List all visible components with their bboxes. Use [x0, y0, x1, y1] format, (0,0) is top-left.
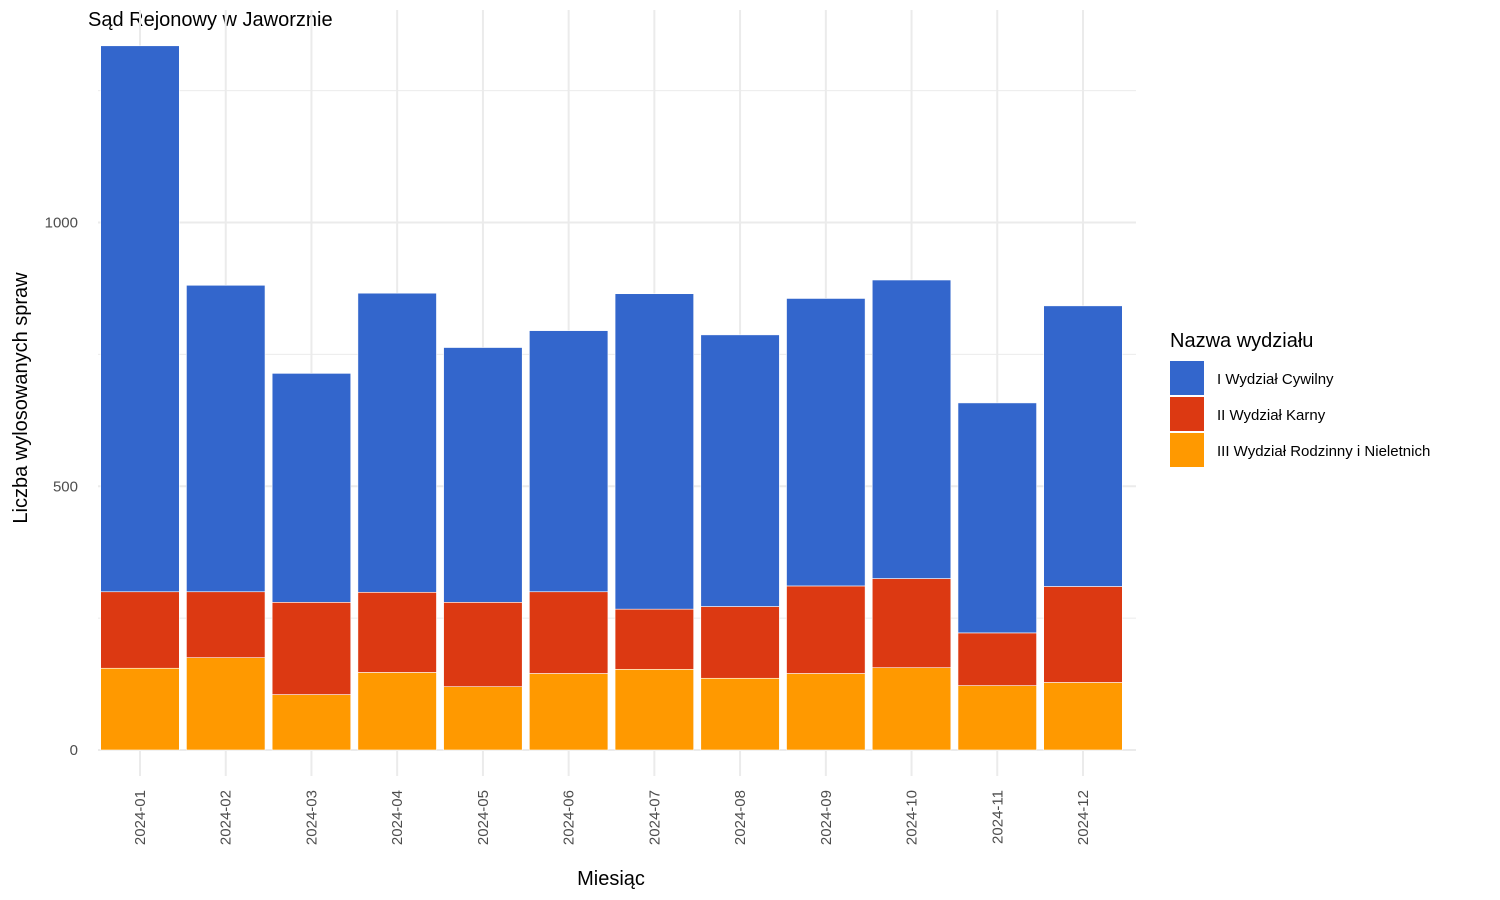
- bar-segment-2024-12-series-0: [1043, 682, 1123, 751]
- bar-segment-2024-10-series-1: [871, 578, 952, 669]
- bar-segment-2024-08-series-1: [700, 606, 780, 679]
- x-tick-label-2024-07: 2024-07: [646, 790, 663, 845]
- bar-segment-2024-08-series-2: [700, 334, 780, 607]
- bar-segment-2024-04-series-1: [357, 591, 437, 673]
- x-tick-label-2024-11: 2024-11: [989, 790, 1006, 844]
- legend-label-2: III Wydział Rodzinny i Nieletnich: [1217, 443, 1430, 460]
- bar-segment-2024-07-series-2: [614, 293, 694, 610]
- x-tick-label-2024-08: 2024-08: [732, 790, 749, 845]
- y-tick-label-500: 500: [53, 478, 78, 495]
- legend-label-1: II Wydział Karny: [1217, 407, 1326, 424]
- bar-segment-2024-05-series-0: [443, 686, 523, 751]
- bar-segment-2024-12-series-2: [1043, 305, 1123, 587]
- y-tick-label-1000: 1000: [45, 215, 78, 232]
- bar-segment-2024-03-series-0: [271, 694, 352, 751]
- x-tick-label-2024-02: 2024-02: [218, 790, 235, 845]
- legend-swatch-1: [1170, 397, 1204, 431]
- bar-segment-2024-04-series-0: [357, 672, 437, 751]
- bar-segment-2024-02-series-1: [186, 591, 266, 658]
- x-tick-label-2024-01: 2024-01: [132, 790, 149, 845]
- y-tick-label-0: 0: [70, 742, 78, 759]
- bar-segment-2024-01-series-0: [100, 667, 180, 751]
- bar-segment-2024-06-series-0: [529, 673, 609, 751]
- x-tick-label-2024-06: 2024-06: [561, 790, 578, 845]
- legend: Nazwa wydziału I Wydział Cywilny II Wydzi…: [1170, 330, 1430, 467]
- x-tick-label-2024-04: 2024-04: [389, 790, 406, 845]
- legend-label-0: I Wydział Cywilny: [1217, 371, 1334, 388]
- x-tick-label-2024-09: 2024-09: [818, 790, 835, 845]
- bar-segment-2024-05-series-2: [443, 347, 523, 603]
- bar-segment-2024-03-series-1: [271, 601, 352, 695]
- bar-segment-2024-11-series-2: [957, 402, 1037, 634]
- x-axis-title: Miesiąc: [577, 868, 645, 890]
- bar-segment-2024-10-series-0: [871, 667, 952, 751]
- bar-segment-2024-12-series-1: [1043, 586, 1123, 683]
- bar-segment-2024-01-series-2: [100, 45, 180, 593]
- bar-segment-2024-11-series-1: [957, 632, 1037, 686]
- x-tick-label-2024-05: 2024-05: [475, 790, 492, 845]
- bar-segment-2024-01-series-1: [100, 591, 180, 669]
- bar-segment-2024-07-series-1: [614, 608, 694, 670]
- bar-segment-2024-09-series-0: [786, 673, 866, 751]
- bar-segment-2024-05-series-1: [443, 601, 523, 687]
- legend-swatch-0: [1170, 361, 1204, 395]
- x-tick-label-2024-12: 2024-12: [1075, 790, 1092, 845]
- bar-segment-2024-09-series-1: [786, 585, 866, 674]
- legend-swatch-2: [1170, 433, 1204, 467]
- bar-segment-2024-06-series-1: [529, 591, 609, 674]
- bar-segment-2024-03-series-2: [271, 373, 352, 603]
- bar-segment-2024-11-series-0: [957, 685, 1037, 751]
- bar-segment-2024-10-series-2: [871, 279, 952, 579]
- bar-segment-2024-06-series-2: [529, 330, 609, 593]
- bar-segment-2024-08-series-0: [700, 677, 780, 751]
- bar-segment-2024-04-series-2: [357, 292, 437, 593]
- bar-segment-2024-07-series-0: [614, 668, 694, 751]
- x-tick-label-2024-10: 2024-10: [904, 790, 921, 845]
- bar-segment-2024-09-series-2: [786, 298, 866, 587]
- x-tick-label-2024-03: 2024-03: [303, 790, 320, 845]
- bar-segment-2024-02-series-2: [186, 284, 266, 593]
- x-tick-labels: 2024-01 2024-02 2024-03 2024-04 2024-05 2024-…: [132, 790, 1092, 845]
- chart-title: Sąd Rejonowy w Jaworznie: [88, 9, 333, 31]
- legend-title: Nazwa wydziału: [1170, 330, 1313, 352]
- y-tick-labels: 0 500 1000: [45, 215, 78, 760]
- bars-group: [100, 45, 1123, 751]
- bar-segment-2024-02-series-0: [186, 657, 266, 751]
- y-axis-title: Liczba wylosowanych spraw: [10, 272, 32, 524]
